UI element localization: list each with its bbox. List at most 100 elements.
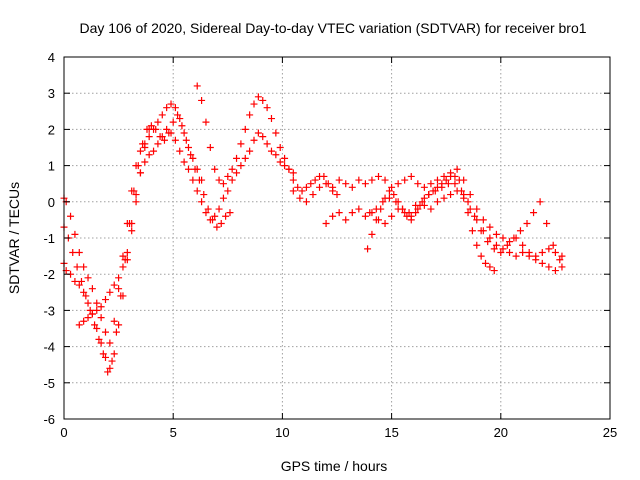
data-point: [241, 125, 249, 133]
data-point: [193, 165, 201, 173]
data-point: [254, 129, 262, 137]
data-point: [202, 118, 210, 126]
data-point: [342, 180, 350, 188]
data-point: [427, 180, 435, 188]
data-point: [84, 274, 92, 282]
data-point: [381, 220, 389, 228]
data-point: [184, 165, 192, 173]
data-point: [141, 158, 149, 166]
data-point: [366, 209, 374, 217]
x-tick-label: 15: [384, 425, 398, 440]
data-point: [558, 252, 566, 260]
data-point: [329, 212, 337, 220]
data-point: [519, 241, 527, 249]
data-point: [311, 176, 319, 184]
data-point: [158, 111, 166, 119]
data-point: [145, 125, 153, 133]
data-point: [403, 212, 411, 220]
data-point: [482, 259, 490, 267]
data-point: [440, 194, 448, 202]
data-point: [464, 198, 472, 206]
data-point: [202, 209, 210, 217]
data-point: [80, 317, 88, 325]
data-point: [536, 198, 544, 206]
data-point: [433, 176, 441, 184]
data-point: [298, 187, 306, 195]
data-point: [348, 209, 356, 217]
y-axis-label: SDTVAR / TECUs: [6, 182, 22, 294]
data-point: [394, 198, 402, 206]
data-point: [211, 165, 219, 173]
data-point: [433, 183, 441, 191]
data-point: [499, 245, 507, 253]
data-point: [281, 154, 289, 162]
data-point: [160, 136, 168, 144]
data-point: [110, 350, 118, 358]
data-point: [407, 172, 415, 180]
data-point: [438, 180, 446, 188]
data-point: [425, 191, 433, 199]
data-point: [82, 292, 90, 300]
data-point: [289, 187, 297, 195]
data-point: [80, 288, 88, 296]
data-point: [519, 248, 527, 256]
data-point: [71, 277, 79, 285]
data-point: [492, 241, 500, 249]
data-point: [276, 158, 284, 166]
data-point: [309, 191, 317, 199]
data-point: [209, 216, 217, 224]
data-point: [156, 133, 164, 141]
data-point: [180, 129, 188, 137]
data-point: [228, 165, 236, 173]
data-point: [381, 176, 389, 184]
data-point: [154, 118, 162, 126]
series-track-4: [75, 125, 153, 329]
series-track-1: [60, 125, 297, 372]
data-point: [163, 125, 171, 133]
data-point: [132, 191, 140, 199]
data-point: [226, 209, 234, 217]
data-point: [361, 180, 369, 188]
x-tick-label: 20: [494, 425, 508, 440]
data-point: [379, 198, 387, 206]
data-point: [263, 104, 271, 112]
data-point: [464, 209, 472, 217]
data-point: [119, 263, 127, 271]
x-tick-label: 10: [275, 425, 289, 440]
data-point: [329, 183, 337, 191]
data-point: [405, 209, 413, 217]
data-point: [217, 220, 225, 228]
data-point: [189, 154, 197, 162]
data-point: [224, 172, 232, 180]
data-point: [263, 140, 271, 148]
y-tick-label: -6: [43, 412, 55, 427]
data-point: [69, 248, 77, 256]
data-point: [333, 191, 341, 199]
data-point: [512, 252, 520, 260]
data-point: [254, 93, 262, 101]
data-point: [182, 136, 190, 144]
data-point: [388, 212, 396, 220]
data-point: [516, 227, 524, 235]
data-point: [468, 227, 476, 235]
data-point: [486, 234, 494, 242]
data-point: [71, 230, 79, 238]
data-point: [171, 136, 179, 144]
grid-layer: [64, 57, 610, 419]
data-point: [510, 234, 518, 242]
data-point: [447, 191, 455, 199]
ticks-layer: 0 5 10 15 20 25 -6 -5 -4 -3 -2 -1 0 1 2 3 4: [43, 50, 617, 440]
data-point: [285, 165, 293, 173]
data-point: [165, 129, 173, 137]
data-point: [187, 151, 195, 159]
data-point: [551, 248, 559, 256]
data-point: [418, 198, 426, 206]
data-point: [67, 212, 75, 220]
y-tick-label: 1: [48, 159, 55, 174]
data-point: [381, 194, 389, 202]
data-point: [294, 183, 302, 191]
data-point: [167, 100, 175, 108]
data-point: [237, 162, 245, 170]
data-point: [473, 205, 481, 213]
